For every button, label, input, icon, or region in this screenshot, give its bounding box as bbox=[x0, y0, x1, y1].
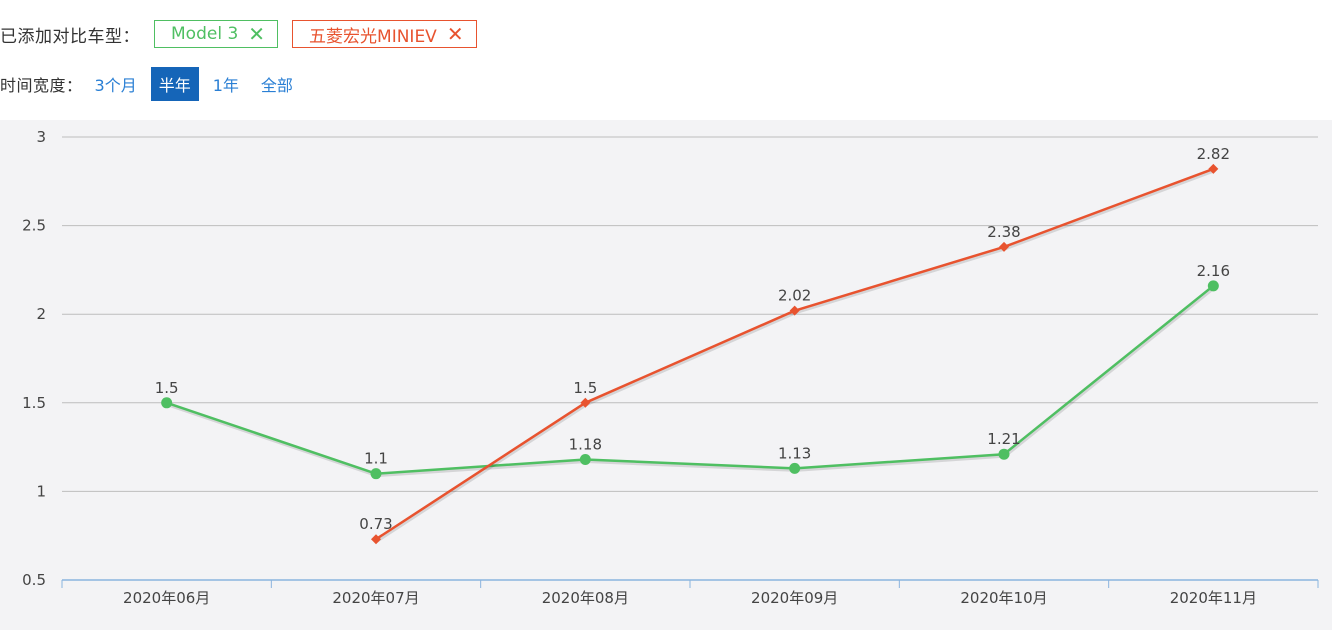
data-label: 1.18 bbox=[569, 436, 602, 454]
compare-tag-label: Model 3 bbox=[171, 24, 239, 44]
compare-tag-model3[interactable]: Model 3 ✕ bbox=[154, 20, 279, 48]
data-label: 2.82 bbox=[1197, 145, 1230, 163]
x-tick-label: 2020年09月 bbox=[751, 589, 838, 607]
data-point bbox=[370, 468, 382, 480]
data-label: 0.73 bbox=[359, 515, 392, 533]
data-label: 1.5 bbox=[155, 379, 179, 397]
compare-tag-label: 五菱宏光MINIEV bbox=[309, 26, 437, 47]
y-tick-label: 2 bbox=[36, 305, 46, 323]
series-line-shadow bbox=[167, 286, 1216, 478]
series-line-model3 bbox=[166, 284, 1215, 475]
y-tick-label: 1 bbox=[36, 482, 46, 500]
x-tick-label: 2020年11月 bbox=[1170, 589, 1257, 607]
compare-bar: 已添加对比车型： Model 3 ✕ 五菱宏光MINIEV ✕ bbox=[0, 18, 491, 50]
y-tick-label: 1.5 bbox=[22, 394, 46, 412]
close-icon[interactable]: ✕ bbox=[446, 22, 464, 46]
chart-area: 0.5 1 1.5 2 2.5 3 2020年06月 2020年07月 2020年08月 2020… bbox=[0, 120, 1332, 630]
time-range-label: 时间宽度： bbox=[0, 76, 83, 95]
compare-tag-miniev[interactable]: 五菱宏光MINIEV ✕ bbox=[292, 20, 477, 48]
data-point bbox=[1207, 280, 1219, 292]
data-point bbox=[1208, 163, 1219, 174]
data-point bbox=[371, 534, 381, 545]
x-tick-label: 2020年10月 bbox=[960, 589, 1047, 607]
range-option-3months[interactable]: 3个月 bbox=[94, 76, 137, 95]
series-line-shadow bbox=[376, 169, 1215, 543]
range-option-half-year[interactable]: 半年 bbox=[150, 67, 199, 101]
y-tick-label: 0.5 bbox=[22, 571, 46, 589]
y-tick-label: 3 bbox=[36, 128, 46, 146]
range-option-1year[interactable]: 1年 bbox=[212, 76, 239, 95]
x-tick-label: 2020年06月 bbox=[123, 589, 210, 607]
data-point bbox=[579, 454, 591, 466]
close-icon[interactable]: ✕ bbox=[248, 22, 266, 46]
y-tick-label: 2.5 bbox=[22, 217, 46, 235]
data-label: 1.21 bbox=[987, 430, 1020, 448]
data-point bbox=[580, 397, 591, 408]
data-label: 2.02 bbox=[778, 287, 811, 305]
data-point bbox=[789, 462, 801, 474]
data-point bbox=[789, 305, 800, 316]
data-point bbox=[999, 241, 1009, 252]
time-range-bar: 时间宽度： 3个月 半年 1年 全部 bbox=[0, 67, 307, 101]
data-label: 1.5 bbox=[573, 379, 597, 397]
data-label: 1.1 bbox=[364, 450, 388, 468]
data-label: 2.16 bbox=[1197, 262, 1230, 280]
x-tick-label: 2020年08月 bbox=[542, 589, 629, 607]
data-label: 1.13 bbox=[778, 444, 811, 462]
data-point bbox=[161, 397, 173, 409]
data-point bbox=[998, 448, 1010, 460]
line-chart: 0.5 1 1.5 2 2.5 3 2020年06月 2020年07月 2020年08月 2020… bbox=[22, 128, 1319, 607]
compare-label: 已添加对比车型： bbox=[0, 26, 140, 47]
data-label: 2.38 bbox=[987, 223, 1020, 241]
range-option-all[interactable]: 全部 bbox=[260, 76, 293, 95]
x-tick-label: 2020年07月 bbox=[332, 589, 419, 607]
series-line-miniev bbox=[375, 167, 1214, 541]
